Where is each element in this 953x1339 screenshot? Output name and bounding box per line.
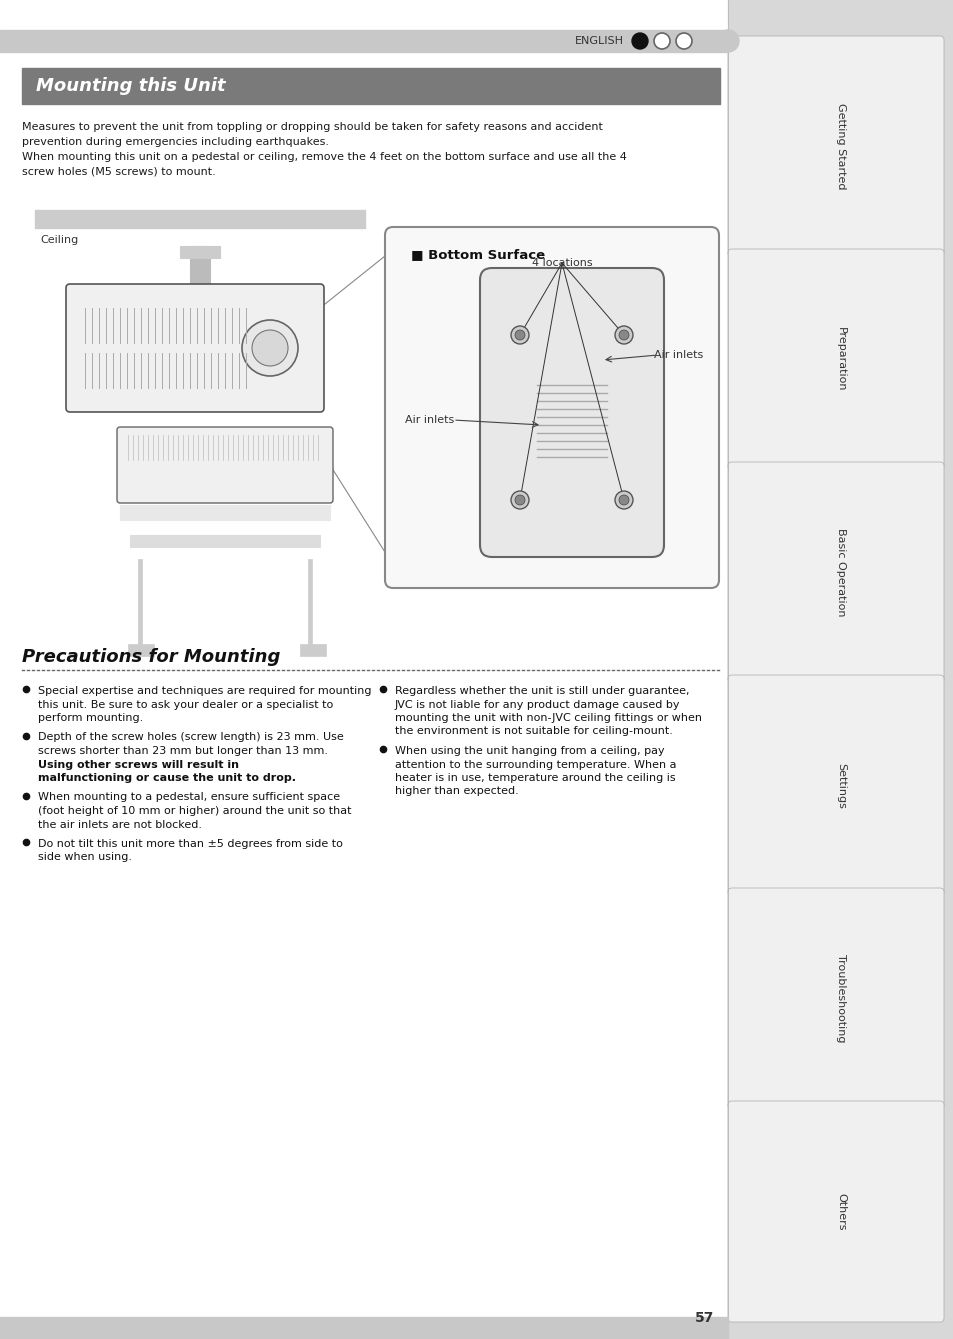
Circle shape	[242, 320, 297, 376]
Text: Preparation: Preparation	[835, 327, 845, 392]
Circle shape	[511, 325, 529, 344]
Bar	[130, 536, 319, 548]
Text: the environment is not suitable for ceiling-mount.: the environment is not suitable for ceil…	[395, 727, 672, 736]
Text: ENGLISH: ENGLISH	[575, 36, 623, 46]
Text: Ceiling: Ceiling	[40, 236, 78, 245]
FancyBboxPatch shape	[727, 1101, 943, 1322]
Text: Depth of the screw holes (screw length) is 23 mm. Use: Depth of the screw holes (screw length) …	[38, 732, 343, 743]
Circle shape	[631, 33, 647, 50]
Text: Air inlets: Air inlets	[405, 415, 454, 424]
Text: Do not tilt this unit more than ±5 degrees from side to: Do not tilt this unit more than ±5 degre…	[38, 840, 342, 849]
Circle shape	[618, 495, 628, 505]
Bar	[138, 558, 142, 644]
Text: Air inlets: Air inlets	[653, 349, 702, 360]
Text: When mounting to a pedestal, ensure sufficient space: When mounting to a pedestal, ensure suff…	[38, 793, 340, 802]
Text: screw holes (M5 screws) to mount.: screw holes (M5 screws) to mount.	[22, 167, 215, 177]
Text: Special expertise and techniques are required for mounting: Special expertise and techniques are req…	[38, 686, 371, 696]
Text: 4 locations: 4 locations	[531, 258, 592, 268]
Text: perform mounting.: perform mounting.	[38, 712, 143, 723]
Circle shape	[615, 325, 633, 344]
Text: When using the unit hanging from a ceiling, pay: When using the unit hanging from a ceili…	[395, 746, 664, 757]
Text: malfunctioning or cause the unit to drop.: malfunctioning or cause the unit to drop…	[38, 773, 295, 783]
Bar	[308, 558, 312, 644]
Circle shape	[717, 29, 739, 52]
Bar	[190, 246, 210, 288]
Bar	[0, 29, 727, 52]
Bar	[180, 246, 220, 258]
Bar	[299, 644, 326, 656]
FancyBboxPatch shape	[727, 36, 943, 257]
Text: Getting Started: Getting Started	[835, 103, 845, 190]
Text: ■ Bottom Surface: ■ Bottom Surface	[411, 249, 544, 261]
FancyBboxPatch shape	[727, 888, 943, 1109]
Text: JVC is not liable for any product damage caused by: JVC is not liable for any product damage…	[395, 699, 679, 710]
Circle shape	[676, 33, 691, 50]
FancyBboxPatch shape	[66, 284, 324, 412]
Circle shape	[511, 491, 529, 509]
Text: Others: Others	[835, 1193, 845, 1231]
Text: screws shorter than 23 mm but longer than 13 mm.: screws shorter than 23 mm but longer tha…	[38, 746, 328, 757]
Bar	[0, 1318, 727, 1339]
Circle shape	[252, 329, 288, 366]
FancyBboxPatch shape	[117, 427, 333, 503]
Circle shape	[515, 329, 524, 340]
Text: Using other screws will result in: Using other screws will result in	[38, 759, 239, 770]
Text: higher than expected.: higher than expected.	[395, 786, 518, 797]
Circle shape	[615, 491, 633, 509]
Bar	[128, 644, 153, 656]
Text: side when using.: side when using.	[38, 853, 132, 862]
Text: Regardless whether the unit is still under guarantee,: Regardless whether the unit is still und…	[395, 686, 689, 696]
Text: this unit. Be sure to ask your dealer or a specialist to: this unit. Be sure to ask your dealer or…	[38, 699, 333, 710]
FancyBboxPatch shape	[727, 675, 943, 896]
Text: attention to the surrounding temperature. When a: attention to the surrounding temperature…	[395, 759, 676, 770]
Text: Precautions for Mounting: Precautions for Mounting	[22, 648, 280, 665]
Text: Basic Operation: Basic Operation	[835, 529, 845, 617]
Bar	[120, 505, 330, 520]
Text: mounting the unit with non-JVC ceiling fittings or when: mounting the unit with non-JVC ceiling f…	[395, 712, 701, 723]
FancyBboxPatch shape	[385, 228, 719, 588]
Text: prevention during emergencies including earthquakes.: prevention during emergencies including …	[22, 137, 329, 147]
Circle shape	[515, 495, 524, 505]
Bar	[22, 68, 720, 104]
FancyBboxPatch shape	[479, 268, 663, 557]
Text: When mounting this unit on a pedestal or ceiling, remove the 4 feet on the botto: When mounting this unit on a pedestal or…	[22, 153, 626, 162]
Text: Mounting this Unit: Mounting this Unit	[36, 78, 226, 95]
Text: 57: 57	[694, 1311, 713, 1326]
Text: (foot height of 10 mm or higher) around the unit so that: (foot height of 10 mm or higher) around …	[38, 806, 351, 815]
Bar	[35, 210, 365, 228]
Text: the air inlets are not blocked.: the air inlets are not blocked.	[38, 819, 202, 829]
Text: heater is in use, temperature around the ceiling is: heater is in use, temperature around the…	[395, 773, 675, 783]
FancyBboxPatch shape	[727, 249, 943, 470]
Circle shape	[618, 329, 628, 340]
FancyBboxPatch shape	[727, 462, 943, 683]
Text: Troubleshooting: Troubleshooting	[835, 955, 845, 1043]
Text: Measures to prevent the unit from toppling or dropping should be taken for safet: Measures to prevent the unit from toppli…	[22, 122, 602, 133]
Text: Settings: Settings	[835, 763, 845, 809]
Circle shape	[654, 33, 669, 50]
Bar	[727, 0, 953, 1339]
